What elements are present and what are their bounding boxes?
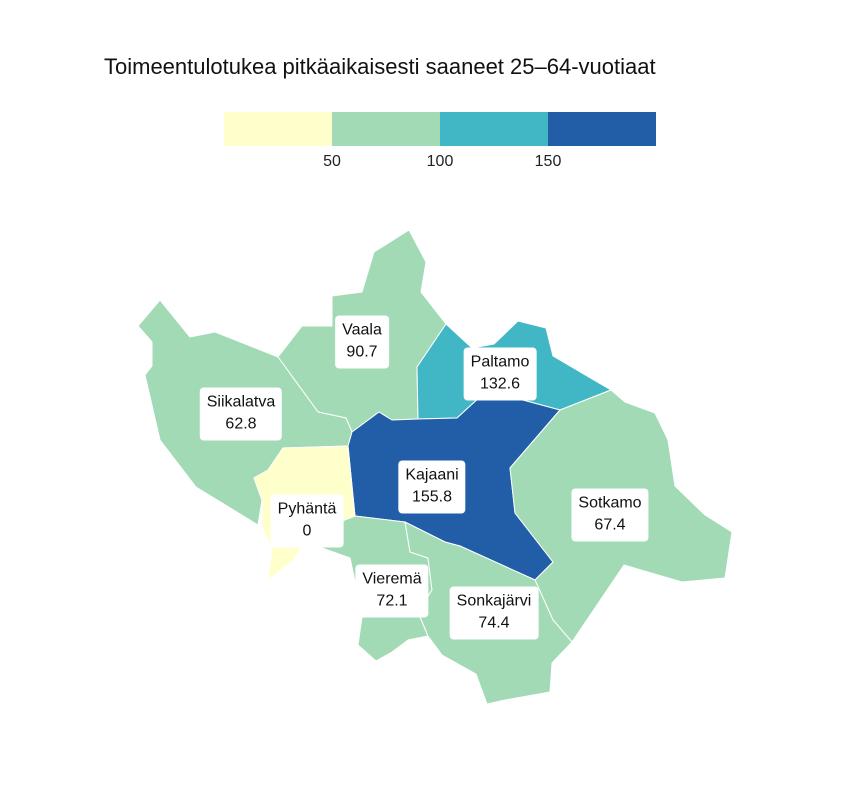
region-name: Siikalatva — [206, 393, 276, 411]
region-label-vaala: Vaala 90.7 — [335, 315, 389, 369]
legend-swatch-1 — [332, 112, 440, 146]
legend-swatch-3 — [548, 112, 656, 146]
legend-tick-50: 50 — [323, 153, 341, 170]
region-label-vierema: Vieremä 72.1 — [355, 564, 429, 618]
region-value: 90.7 — [346, 343, 378, 361]
region-label-siikalatva: Siikalatva 62.8 — [199, 387, 283, 441]
region-name: Kajaani — [405, 466, 459, 484]
legend-tick-100: 100 — [426, 153, 454, 170]
region-label-pyhanta: Pyhäntä 0 — [270, 494, 344, 548]
region-value: 72.1 — [376, 592, 408, 610]
map-title: Toimeentulotukea pitkäaikaisesti saaneet… — [104, 54, 656, 79]
region-name: Sotkamo — [578, 494, 642, 512]
region-label-sonkajarvi: Sonkajärvi 74.4 — [449, 586, 539, 640]
legend-swatch-2 — [440, 112, 548, 146]
region-value: 132.6 — [479, 375, 521, 393]
region-value: 67.4 — [594, 516, 626, 534]
region-label-paltamo: Paltamo 132.6 — [463, 347, 537, 401]
region-value: 0 — [302, 522, 312, 540]
region-label-kajaani: Kajaani 155.8 — [398, 460, 466, 514]
region-value: 74.4 — [478, 614, 510, 632]
color-legend — [224, 112, 656, 146]
legend-tick-150: 150 — [534, 153, 562, 170]
region-name: Pyhäntä — [277, 500, 337, 518]
region-value: 155.8 — [411, 488, 453, 506]
region-value: 62.8 — [225, 415, 257, 433]
region-name: Vaala — [342, 321, 382, 339]
region-name: Paltamo — [470, 353, 530, 371]
region-label-sotkamo: Sotkamo 67.4 — [571, 488, 649, 542]
legend-swatch-0 — [224, 112, 332, 146]
region-name: Vieremä — [362, 570, 422, 588]
region-name: Sonkajärvi — [456, 592, 532, 610]
